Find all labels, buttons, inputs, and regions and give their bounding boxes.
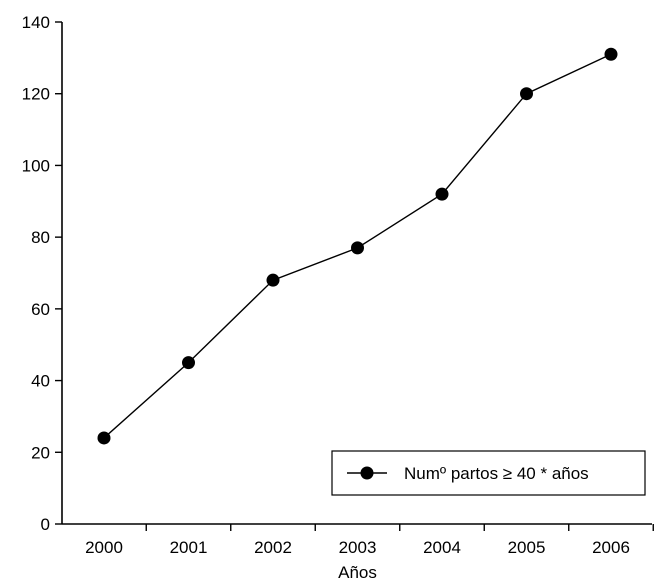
legend-marker-swatch	[360, 466, 374, 480]
y-tick-label: 40	[31, 372, 50, 391]
data-point	[97, 431, 111, 445]
x-tick-label: 2002	[254, 538, 292, 557]
x-tick-label: 2001	[170, 538, 208, 557]
y-tick-label: 0	[41, 515, 50, 534]
x-tick-label: 2006	[592, 538, 630, 557]
x-axis: 2000 2001 2002 2003 2004 2005 2006	[62, 523, 654, 557]
y-tick-label: 140	[22, 13, 50, 32]
y-tick-label: 120	[22, 85, 50, 104]
y-tick-label: 20	[31, 443, 50, 462]
y-axis: 0 20 40 60 80 100 120 140	[22, 13, 63, 534]
y-tick-label: 80	[31, 228, 50, 247]
data-point	[435, 187, 449, 201]
legend-label: Numº partos ≥ 40 * años	[404, 464, 589, 483]
x-tick-label: 2000	[85, 538, 123, 557]
data-point	[182, 356, 195, 370]
x-tick-label: 2004	[423, 538, 461, 557]
x-tick-label: 2003	[339, 538, 377, 557]
legend-box	[331, 450, 646, 496]
series-layer	[97, 47, 618, 445]
y-tick-label: 100	[22, 156, 50, 175]
y-tick-label: 60	[31, 300, 50, 319]
data-point	[604, 47, 618, 61]
data-point	[520, 87, 533, 101]
legend: Numº partos ≥ 40 * años	[331, 450, 646, 496]
data-point	[266, 273, 280, 287]
x-axis-title: Años	[338, 563, 377, 582]
data-point	[351, 241, 364, 255]
x-tick-label: 2005	[508, 538, 546, 557]
